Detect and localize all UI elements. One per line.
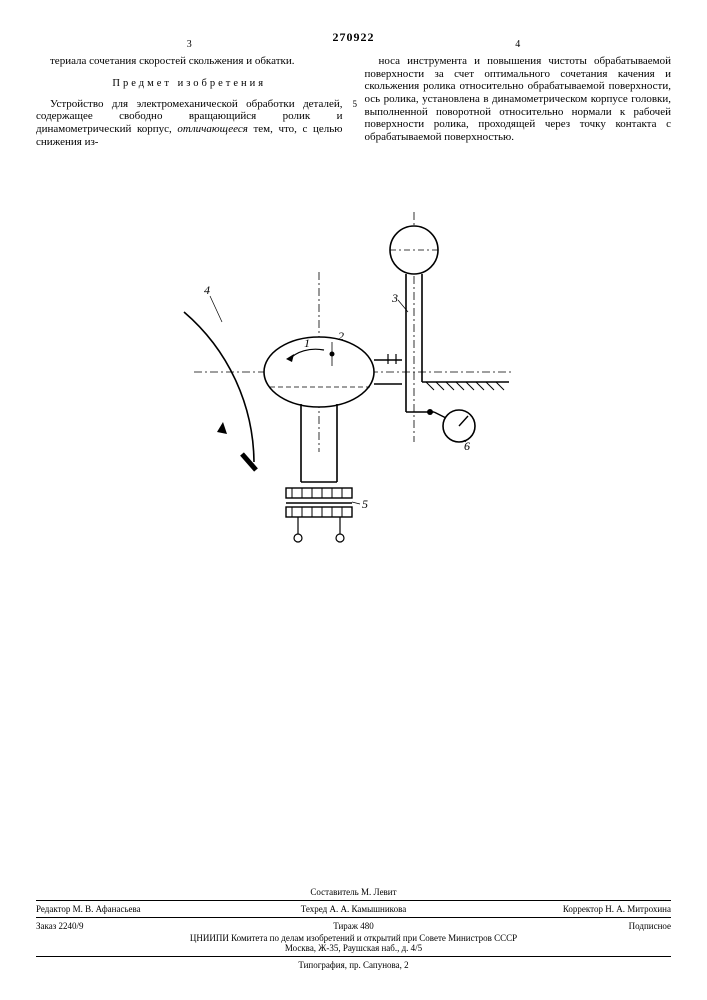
label-5: 5: [362, 497, 368, 511]
left-p2: Устройство для электромеханической обраб…: [36, 98, 343, 149]
left-p1: териала сочетания скоростей скольжения и…: [36, 55, 343, 68]
label-1: 1: [304, 336, 310, 350]
roller-ellipse: [264, 337, 374, 407]
transformer: [286, 488, 352, 542]
label-3: 3: [391, 291, 398, 305]
footer-corrector: Корректор Н. А. Митрохина: [466, 904, 671, 914]
right-column: 4 5 носа инструмента и повышения чистоты…: [365, 55, 672, 152]
margin-num-5: 5: [353, 99, 358, 109]
workpiece-arrow: [217, 422, 227, 434]
leader-5: [352, 502, 360, 504]
footer-zakaz: Заказ 2240/9: [36, 921, 241, 931]
section-heading: Предмет изобретения: [36, 78, 343, 90]
label-4: 4: [204, 283, 210, 297]
footer-rule-1: [36, 900, 671, 901]
footer-podpisnoe: Подписное: [466, 921, 671, 931]
figure-svg: 1 2 3 4 5 6: [174, 182, 534, 562]
footer-org1: ЦНИИПИ Комитета по делам изобретений и о…: [36, 933, 671, 943]
footer-order: Заказ 2240/9 Тираж 480 Подписное: [36, 921, 671, 931]
figure: 1 2 3 4 5 6: [36, 182, 671, 562]
leader-4: [210, 296, 222, 322]
footer-teched: Техред А. А. Камышникова: [251, 904, 456, 914]
footer-typo: Типография, пр. Сапунова, 2: [36, 960, 671, 970]
doc-number: 270922: [36, 30, 671, 45]
text-columns: 3 териала сочетания скоростей скольжения…: [36, 55, 671, 152]
footer-rule-3: [36, 956, 671, 957]
right-p1: носа инструмента и повышения чистоты обр…: [365, 55, 672, 143]
footer-credits: Редактор М. В. Афанасьева Техред А. А. К…: [36, 904, 671, 914]
label-2: 2: [338, 329, 344, 343]
indicator-stem: [434, 412, 446, 418]
colnum-left: 3: [187, 39, 192, 51]
footer-org2: Москва, Ж-35, Раушская наб., д. 4/5: [36, 943, 671, 953]
indicator-joint: [427, 409, 433, 415]
footer-rule-2: [36, 917, 671, 918]
footer-compiler: Составитель М. Левит: [36, 887, 671, 897]
left-column: 3 териала сочетания скоростей скольжения…: [36, 55, 343, 152]
left-p2-b: отличающееся: [177, 123, 247, 135]
footer: Составитель М. Левит Редактор М. В. Афан…: [36, 887, 671, 970]
colnum-right: 4: [515, 39, 520, 51]
footer-tirazh: Тираж 480: [251, 921, 456, 931]
workpiece-arc: [184, 312, 254, 462]
footer-editor: Редактор М. В. Афанасьева: [36, 904, 241, 914]
hatching: [426, 382, 504, 390]
